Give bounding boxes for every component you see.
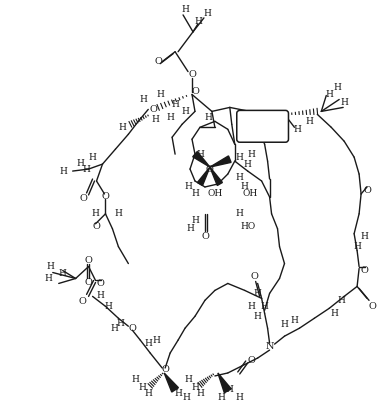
Text: O: O <box>251 272 259 281</box>
Text: N: N <box>265 342 274 351</box>
Text: H: H <box>281 320 288 329</box>
Text: O: O <box>85 278 93 287</box>
Text: H: H <box>117 319 124 328</box>
Text: H: H <box>248 150 256 159</box>
Text: O: O <box>248 355 256 365</box>
Text: O: O <box>129 324 136 333</box>
Text: H: H <box>305 117 313 126</box>
Text: O: O <box>360 266 368 275</box>
Text: H: H <box>291 316 298 325</box>
Text: H: H <box>204 113 212 122</box>
Text: H: H <box>119 123 126 132</box>
Text: H: H <box>59 269 67 278</box>
Text: H: H <box>353 242 361 251</box>
Text: H: H <box>144 389 152 398</box>
Text: H: H <box>171 100 179 109</box>
Text: H: H <box>196 150 204 159</box>
Polygon shape <box>197 167 210 185</box>
Text: O: O <box>93 222 100 231</box>
Text: O: O <box>96 279 105 288</box>
Text: H: H <box>191 189 199 198</box>
Text: O: O <box>202 232 210 241</box>
Text: H: H <box>203 9 211 19</box>
FancyBboxPatch shape <box>237 110 288 142</box>
Text: H: H <box>45 274 53 283</box>
Text: H: H <box>248 302 256 311</box>
Text: H: H <box>194 17 202 26</box>
Text: O: O <box>161 366 169 374</box>
Text: OH: OH <box>207 189 222 198</box>
Text: H: H <box>110 324 119 333</box>
Polygon shape <box>218 373 231 393</box>
Text: H: H <box>91 209 100 218</box>
Text: H: H <box>96 291 105 300</box>
Polygon shape <box>210 167 222 185</box>
Text: H: H <box>47 262 55 271</box>
Text: H: H <box>226 385 234 395</box>
Text: HO: HO <box>240 222 255 231</box>
Text: H: H <box>182 393 190 402</box>
Text: H: H <box>186 224 194 233</box>
Text: H: H <box>115 209 122 218</box>
Text: H: H <box>181 107 189 116</box>
Text: H: H <box>360 232 368 241</box>
Text: O: O <box>79 297 86 306</box>
Text: H: H <box>254 289 262 298</box>
Text: O: O <box>188 70 196 79</box>
Text: O: O <box>85 256 93 265</box>
Text: H: H <box>152 336 160 345</box>
Text: O: O <box>149 105 157 114</box>
Text: H: H <box>191 383 199 393</box>
Text: H: H <box>60 166 68 176</box>
Polygon shape <box>164 373 178 392</box>
Text: H: H <box>77 159 85 168</box>
Text: H: H <box>131 376 139 384</box>
Text: O: O <box>206 164 214 174</box>
Polygon shape <box>193 152 210 167</box>
Text: O: O <box>368 302 376 311</box>
Text: O: O <box>154 57 162 66</box>
Text: H: H <box>236 172 244 181</box>
Text: H: H <box>89 153 96 162</box>
Text: OH: OH <box>242 189 257 198</box>
Text: H: H <box>156 90 164 99</box>
Text: H: H <box>191 216 199 225</box>
Text: H: H <box>254 312 262 321</box>
Text: H: H <box>236 153 244 162</box>
Text: H: H <box>236 209 244 218</box>
Text: H: H <box>218 393 226 402</box>
Text: H: H <box>236 393 244 402</box>
Text: H: H <box>181 6 189 15</box>
Text: H: H <box>333 83 341 92</box>
Text: H: H <box>166 113 174 122</box>
Text: H: H <box>244 160 252 168</box>
Text: H: H <box>151 115 159 124</box>
Text: O: O <box>191 87 199 96</box>
Text: H: H <box>293 125 301 134</box>
Text: H: H <box>184 376 192 384</box>
Text: H: H <box>196 389 204 398</box>
Text: H: H <box>174 389 182 398</box>
Text: H: H <box>330 309 338 318</box>
Text: O: O <box>80 194 88 204</box>
Text: H: H <box>105 302 112 311</box>
Text: Abs: Abs <box>252 122 273 132</box>
Text: O: O <box>102 192 109 202</box>
Text: O: O <box>363 187 371 195</box>
Text: H: H <box>138 383 146 393</box>
Polygon shape <box>210 156 231 167</box>
Text: H: H <box>325 90 333 99</box>
Text: H: H <box>83 164 91 174</box>
Text: H: H <box>241 183 249 191</box>
Text: H: H <box>337 296 345 305</box>
Text: H: H <box>340 98 348 107</box>
Text: H: H <box>184 183 192 191</box>
Text: H: H <box>261 302 269 311</box>
Text: H: H <box>139 95 147 104</box>
Text: H: H <box>144 339 152 348</box>
